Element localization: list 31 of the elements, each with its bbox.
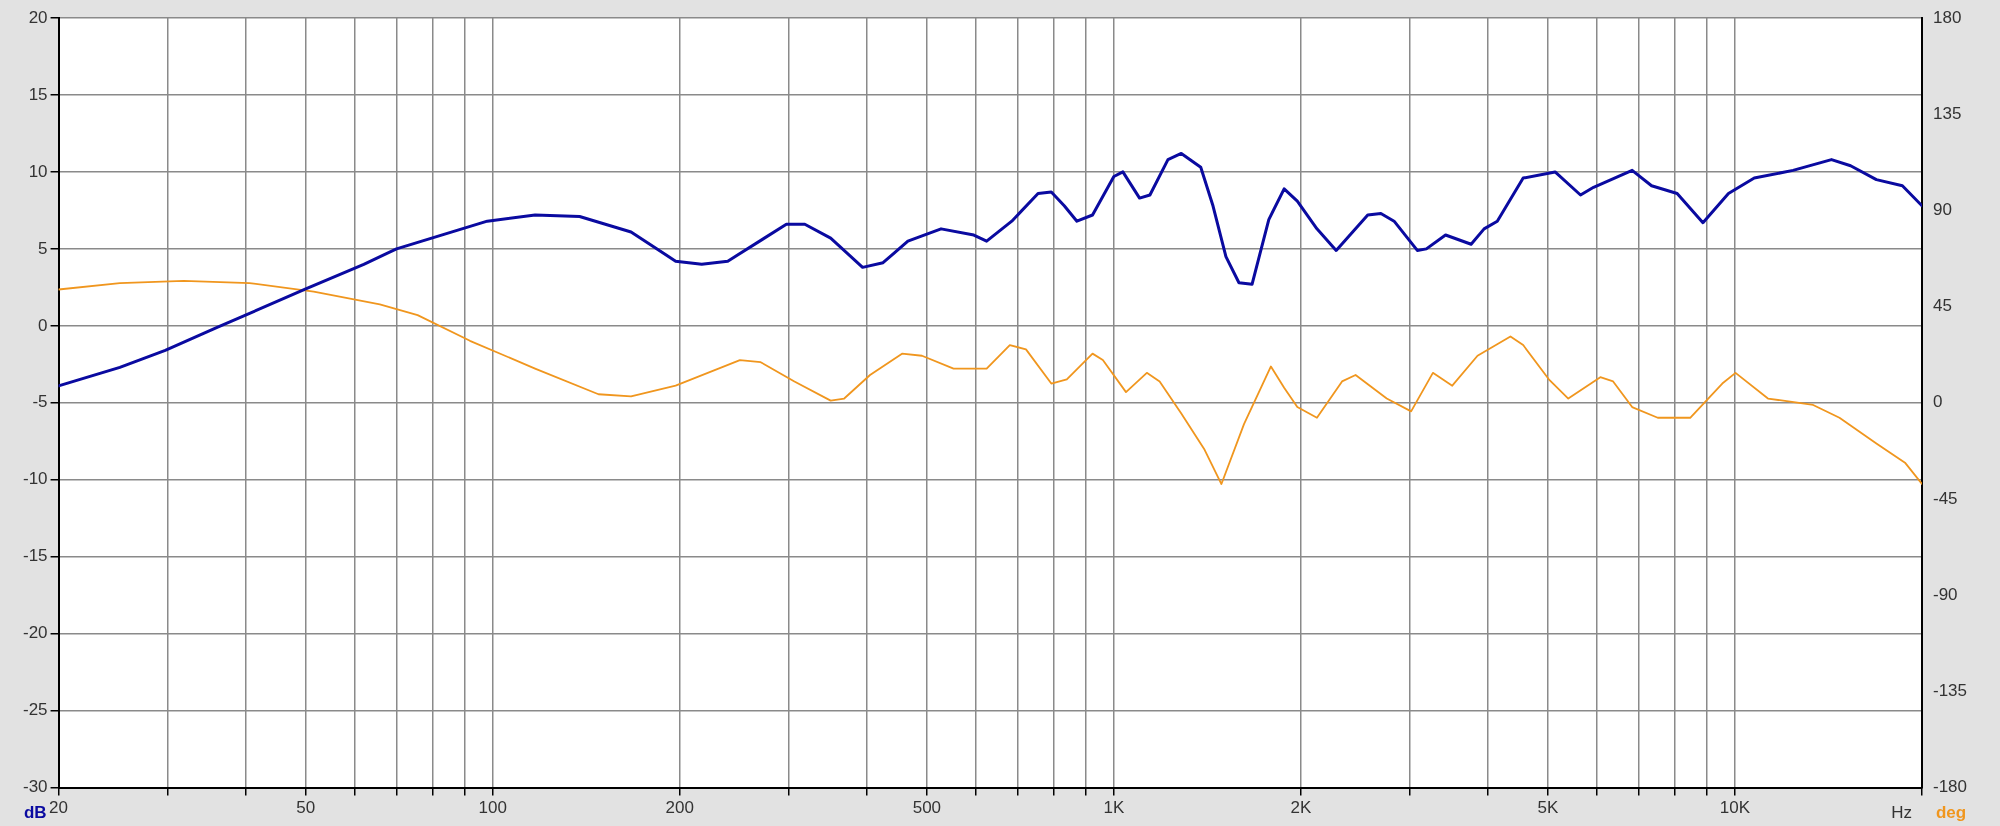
y-tick-label: 10 [28, 161, 48, 181]
y-tick-label: -20 [22, 623, 48, 643]
x-axis-title: Hz [1891, 803, 1912, 823]
y2-tick-label: -135 [1932, 681, 1968, 701]
x-tick-label: 100 [478, 798, 507, 818]
x-tick-label: 2K [1290, 798, 1312, 818]
y-tick-label: -10 [22, 469, 48, 489]
y2-tick-label: 135 [1932, 103, 1962, 123]
y-tick-label: 20 [28, 7, 48, 27]
y-tick-label: -25 [22, 700, 48, 720]
y2-axis-title: deg [1935, 803, 1967, 823]
x-tick-label: 500 [912, 798, 942, 818]
y-tick-label: -15 [22, 546, 48, 566]
x-tick-label: 10K [1719, 798, 1751, 818]
y2-tick-label: 180 [1932, 7, 1962, 27]
y2-tick-label: 45 [1932, 296, 1952, 316]
x-tick-label: 200 [665, 798, 694, 818]
y2-tick-label: -90 [1932, 584, 1958, 604]
y-tick-label: 5 [38, 238, 48, 258]
x-tick-label: 5K [1537, 798, 1560, 818]
y-tick-label: 15 [28, 84, 48, 104]
y-tick-label: -5 [32, 392, 48, 412]
x-tick-label: 50 [296, 798, 316, 818]
y2-tick-label: 0 [1932, 392, 1943, 412]
y2-tick-label: -180 [1932, 777, 1968, 797]
y-tick-label: 0 [38, 315, 48, 335]
x-tick-label: 1K [1103, 798, 1125, 818]
y-tick-label: -30 [22, 777, 48, 797]
y2-tick-label: 90 [1932, 200, 1952, 220]
y-axis-title: dB [23, 803, 47, 823]
y2-tick-label: -45 [1932, 488, 1958, 508]
